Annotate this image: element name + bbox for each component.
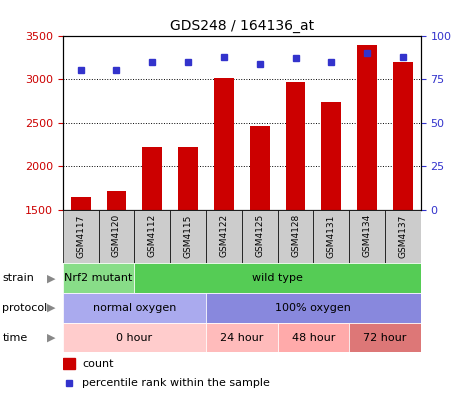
Bar xyxy=(214,78,234,210)
Text: strain: strain xyxy=(2,273,34,283)
Bar xyxy=(178,147,198,210)
Bar xyxy=(170,210,206,263)
Bar xyxy=(286,82,306,210)
Text: 24 hour: 24 hour xyxy=(220,333,264,343)
Bar xyxy=(385,210,421,263)
Bar xyxy=(63,263,134,293)
Bar xyxy=(321,102,341,210)
Text: GSM4128: GSM4128 xyxy=(291,214,300,257)
Text: GSM4134: GSM4134 xyxy=(363,214,372,257)
Text: GSM4117: GSM4117 xyxy=(76,214,85,257)
Bar xyxy=(206,293,421,323)
Text: wild type: wild type xyxy=(252,273,303,283)
Bar xyxy=(99,210,134,263)
Bar xyxy=(134,263,421,293)
Text: ▶: ▶ xyxy=(47,333,55,343)
Text: 100% oxygen: 100% oxygen xyxy=(275,303,352,313)
Text: 0 hour: 0 hour xyxy=(116,333,153,343)
Bar xyxy=(142,147,162,210)
Text: GSM4115: GSM4115 xyxy=(184,214,193,257)
Text: normal oxygen: normal oxygen xyxy=(93,303,176,313)
Text: GSM4131: GSM4131 xyxy=(327,214,336,257)
Bar xyxy=(349,323,421,352)
Text: GSM4120: GSM4120 xyxy=(112,214,121,257)
Text: ▶: ▶ xyxy=(47,303,55,313)
Bar xyxy=(278,210,313,263)
Bar xyxy=(206,210,242,263)
Text: protocol: protocol xyxy=(2,303,47,313)
Bar xyxy=(313,210,349,263)
Bar xyxy=(357,45,377,210)
Title: GDS248 / 164136_at: GDS248 / 164136_at xyxy=(170,19,314,33)
Text: Nrf2 mutant: Nrf2 mutant xyxy=(64,273,133,283)
Text: GSM4137: GSM4137 xyxy=(399,214,407,257)
Text: 72 hour: 72 hour xyxy=(363,333,407,343)
Bar xyxy=(278,323,349,352)
Bar xyxy=(393,62,413,210)
Text: time: time xyxy=(2,333,27,343)
Bar xyxy=(63,323,206,352)
Bar xyxy=(63,293,206,323)
Text: ▶: ▶ xyxy=(47,273,55,283)
Text: GSM4112: GSM4112 xyxy=(148,214,157,257)
Text: percentile rank within the sample: percentile rank within the sample xyxy=(82,378,270,388)
Text: 48 hour: 48 hour xyxy=(292,333,335,343)
Bar xyxy=(63,210,99,263)
Bar xyxy=(63,358,75,369)
Bar xyxy=(206,323,278,352)
Bar xyxy=(242,210,278,263)
Text: count: count xyxy=(82,358,114,369)
Bar xyxy=(250,126,270,210)
Text: GSM4125: GSM4125 xyxy=(255,214,264,257)
Bar xyxy=(71,197,91,210)
Text: GSM4122: GSM4122 xyxy=(219,214,228,257)
Bar xyxy=(106,191,126,210)
Bar xyxy=(134,210,170,263)
Bar xyxy=(349,210,385,263)
